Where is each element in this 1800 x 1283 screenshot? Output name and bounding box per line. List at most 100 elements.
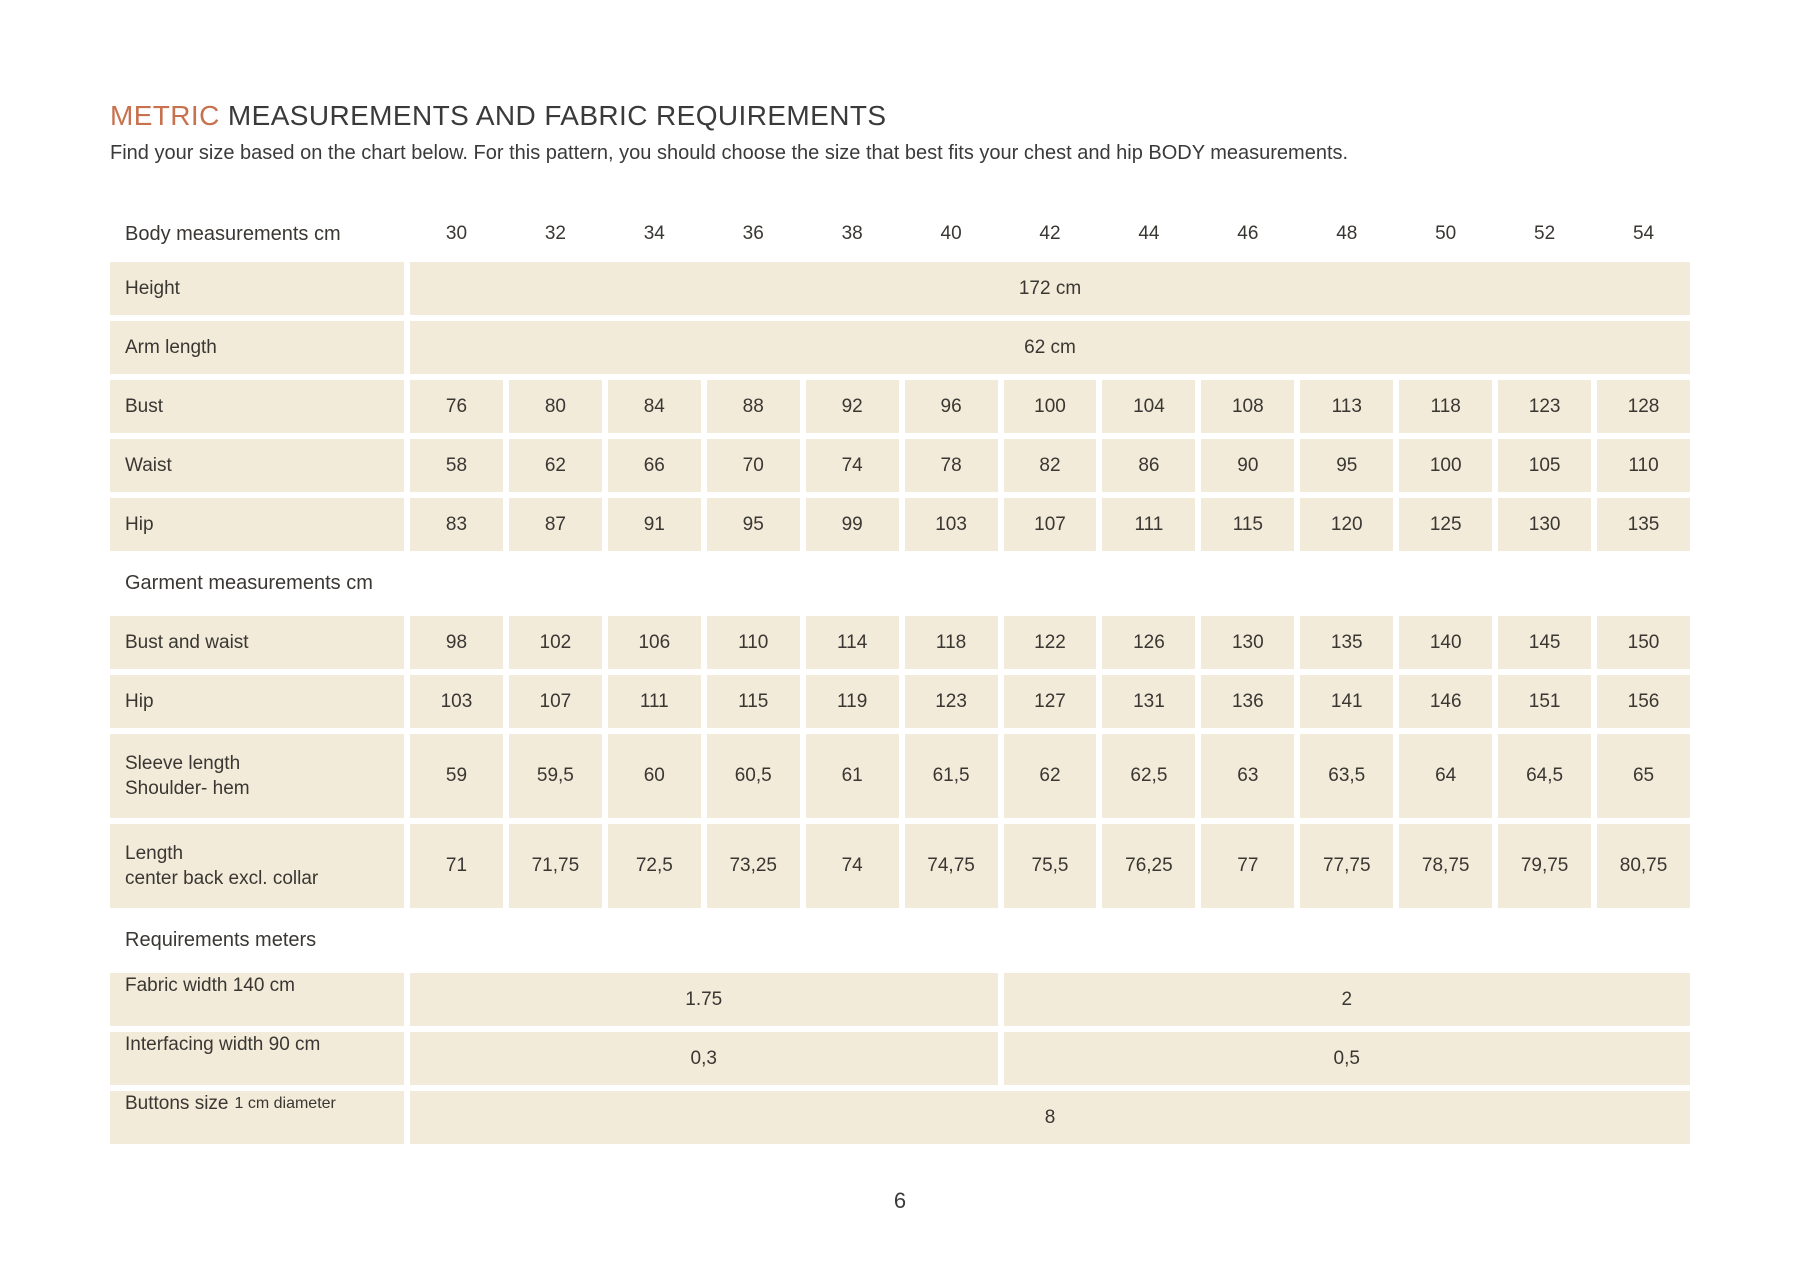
row-label: Length center back excl. collar xyxy=(110,824,404,908)
value-cell: 96 xyxy=(904,380,998,433)
value-cell: 122 xyxy=(1003,616,1097,669)
value-cell: 123 xyxy=(904,675,998,728)
size-column-header: 30 xyxy=(445,223,468,244)
value-cell: 71 xyxy=(410,824,503,908)
table-row: Bust and waist 98 102 106 110 114 118 122 126 130… xyxy=(110,616,1690,669)
value-cell: 127 xyxy=(1003,675,1097,728)
value-cell: 61,5 xyxy=(904,734,998,818)
row-label: Waist xyxy=(110,439,404,492)
row-label-line2: Shoulder- hem xyxy=(125,778,250,799)
value-cell: 123 xyxy=(1498,380,1592,433)
section-header-garment: Garment measurements cm xyxy=(125,572,373,594)
row-label: Bust xyxy=(110,380,404,433)
measurement-table: Body measurements cm 30 32 34 36 38 40 42 44 46 48… xyxy=(110,212,1690,1144)
value-cell: 113 xyxy=(1300,380,1394,433)
value-cell: 110 xyxy=(1597,439,1690,492)
value-cell: 135 xyxy=(1300,616,1394,669)
row-label: Sleeve length Shoulder- hem xyxy=(110,734,404,818)
value-cell: 58 xyxy=(410,439,503,492)
table-row: Bust 76 80 84 88 92 96 100 104 108 113 118 123 128 xyxy=(110,380,1690,433)
value-cell: 136 xyxy=(1201,675,1295,728)
span-value-cell-right: 0,5 xyxy=(1003,1032,1690,1085)
value-cell: 59,5 xyxy=(508,734,602,818)
page-title: METRIC MEASUREMENTS AND FABRIC REQUIREME… xyxy=(110,100,1800,132)
size-column-header: 54 xyxy=(1632,223,1655,244)
value-cell: 74,75 xyxy=(904,824,998,908)
row-label: Fabric width 140 cm xyxy=(110,973,404,1026)
value-cell: 100 xyxy=(1399,439,1493,492)
row-label-small: 1 cm diameter xyxy=(234,1095,336,1112)
value-cell: 107 xyxy=(1003,498,1097,551)
value-cell: 63 xyxy=(1201,734,1295,818)
value-cell: 72,5 xyxy=(607,824,701,908)
value-cell: 66 xyxy=(607,439,701,492)
size-column-header: 46 xyxy=(1237,223,1259,244)
value-cell: 87 xyxy=(508,498,602,551)
row-label: Hip xyxy=(110,498,404,551)
span-value-cell: 8 xyxy=(410,1091,1690,1144)
value-cell: 83 xyxy=(410,498,503,551)
value-cell: 76,25 xyxy=(1102,824,1196,908)
row-label: Buttons size 1 cm diameter xyxy=(110,1091,404,1144)
row-label-line1: Fabric width 140 cm xyxy=(125,975,296,996)
row-label-line1: Interfacing width 90 cm xyxy=(125,1034,321,1055)
row-label-line1: Length xyxy=(125,843,184,864)
value-cell: 59 xyxy=(410,734,503,818)
value-cell: 78,75 xyxy=(1399,824,1493,908)
size-column-header: 32 xyxy=(544,223,566,244)
value-cell: 111 xyxy=(607,675,701,728)
value-cell: 110 xyxy=(706,616,800,669)
value-cell: 126 xyxy=(1102,616,1196,669)
value-cell: 131 xyxy=(1102,675,1196,728)
value-cell: 73,25 xyxy=(706,824,800,908)
value-cell: 92 xyxy=(805,380,899,433)
value-cell: 104 xyxy=(1102,380,1196,433)
row-label-line1: Sleeve length xyxy=(125,753,241,774)
page: METRIC MEASUREMENTS AND FABRIC REQUIREME… xyxy=(110,100,1800,1213)
value-cell: 135 xyxy=(1597,498,1690,551)
value-cell: 107 xyxy=(508,675,602,728)
value-cell: 62,5 xyxy=(1102,734,1196,818)
row-label-line1: Buttons size xyxy=(125,1093,229,1114)
value-cell: 115 xyxy=(706,675,800,728)
value-cell: 60 xyxy=(607,734,701,818)
value-cell: 77,75 xyxy=(1300,824,1394,908)
value-cell: 114 xyxy=(805,616,899,669)
value-cell: 82 xyxy=(1003,439,1097,492)
value-cell: 119 xyxy=(805,675,899,728)
size-column-header: 44 xyxy=(1138,223,1160,244)
span-value-cell-left: 1.75 xyxy=(410,973,998,1026)
table-row: Fabric width 140 cm 1.75 2 xyxy=(110,973,1690,1026)
value-cell: 80 xyxy=(508,380,602,433)
value-cell: 108 xyxy=(1201,380,1295,433)
size-column-header: 50 xyxy=(1435,223,1457,244)
value-cell: 103 xyxy=(904,498,998,551)
value-cell: 95 xyxy=(706,498,800,551)
value-cell: 125 xyxy=(1399,498,1493,551)
value-cell: 100 xyxy=(1003,380,1097,433)
value-cell: 120 xyxy=(1300,498,1394,551)
value-cell: 118 xyxy=(904,616,998,669)
value-cell: 86 xyxy=(1102,439,1196,492)
size-column-header: 42 xyxy=(1039,223,1061,244)
span-value-cell: 62 cm xyxy=(410,321,1690,374)
value-cell: 95 xyxy=(1300,439,1394,492)
table-row: Arm length 62 cm xyxy=(110,321,1690,374)
row-label: Height xyxy=(110,262,404,315)
row-label: Arm length xyxy=(110,321,404,374)
value-cell: 75,5 xyxy=(1003,824,1097,908)
value-cell: 145 xyxy=(1498,616,1592,669)
value-cell: 61 xyxy=(805,734,899,818)
value-cell: 62 xyxy=(1003,734,1097,818)
value-cell: 115 xyxy=(1201,498,1295,551)
value-cell: 79,75 xyxy=(1498,824,1592,908)
value-cell: 130 xyxy=(1201,616,1295,669)
page-title-rest: MEASUREMENTS AND FABRIC REQUIREMENTS xyxy=(219,100,887,131)
value-cell: 103 xyxy=(410,675,503,728)
value-cell: 84 xyxy=(607,380,701,433)
table-row: Sleeve length Shoulder- hem 59 59,5 60 60,5 61… xyxy=(110,734,1690,818)
value-cell: 151 xyxy=(1498,675,1592,728)
value-cell: 99 xyxy=(805,498,899,551)
value-cell: 102 xyxy=(508,616,602,669)
value-cell: 80,75 xyxy=(1597,824,1690,908)
